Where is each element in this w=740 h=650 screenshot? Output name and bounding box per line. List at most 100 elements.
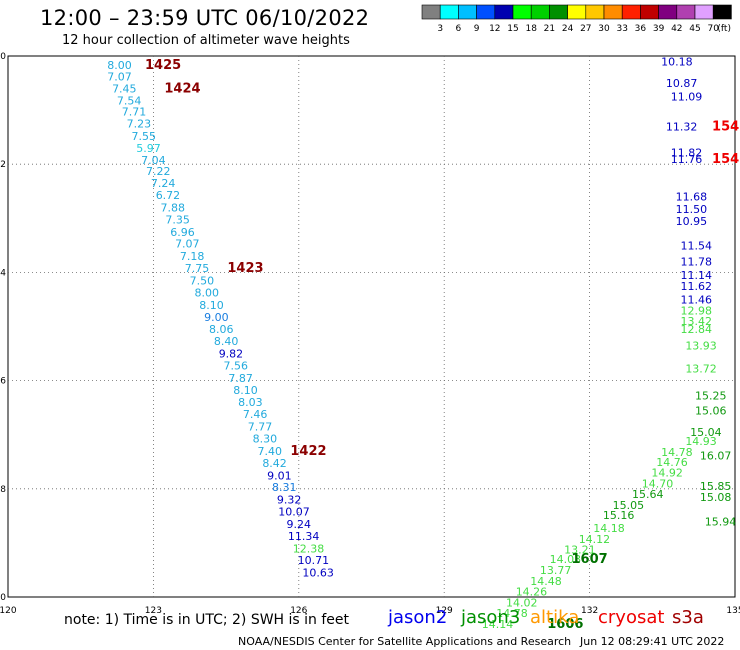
wave-height-point: 14.02 xyxy=(506,596,538,609)
x-tick-label: 135 xyxy=(726,606,740,616)
wave-height-point: 11.68 xyxy=(676,191,708,204)
wave-height-point: 13.21 xyxy=(564,543,596,556)
wave-height-point: 13.42 xyxy=(680,315,712,328)
x-tick-label: 132 xyxy=(581,606,598,616)
wave-height-point: 7.24 xyxy=(151,177,176,190)
wave-height-point: 15.06 xyxy=(695,404,727,417)
wave-height-point: 14.18 xyxy=(593,522,625,535)
legend-cryosat: cryosat xyxy=(598,607,665,628)
wave-height-point: 10.87 xyxy=(666,77,698,90)
y-tick-label: -44 xyxy=(0,268,6,278)
wave-height-point: 12.38 xyxy=(293,542,325,555)
wave-height-point: 14.26 xyxy=(516,586,548,599)
wave-height-point: 11.32 xyxy=(666,120,698,133)
wave-height-point: 11.14 xyxy=(680,269,712,282)
plot-frame xyxy=(7,55,736,598)
wave-height-point: 6.96 xyxy=(170,226,195,239)
wave-height-point: 8.10 xyxy=(233,384,258,397)
legend-tick: 42 xyxy=(671,24,682,34)
x-tick-label: 120 xyxy=(0,606,17,616)
wave-height-point: 8.00 xyxy=(194,286,219,299)
legend-unit: (ft) xyxy=(717,24,731,34)
wave-height-point: 7.40 xyxy=(257,445,282,458)
wave-height-point: 8.10 xyxy=(199,299,224,312)
x-tick-label: 129 xyxy=(436,606,453,616)
wave-height-point: 15.05 xyxy=(613,499,645,512)
wave-height-point: 13.72 xyxy=(685,363,717,376)
time-label: 1606 xyxy=(547,617,583,632)
wave-height-point: 11.62 xyxy=(680,280,712,293)
legend-tick: 27 xyxy=(580,24,591,34)
time-label: 1423 xyxy=(227,261,263,276)
time-label: 1607 xyxy=(572,552,608,567)
wave-height-point: 15.64 xyxy=(632,488,664,501)
y-tick-label: -50 xyxy=(0,593,6,603)
wave-height-point: 7.07 xyxy=(107,71,132,84)
wave-height-point: 8.03 xyxy=(238,396,263,409)
wave-height-point: 7.04 xyxy=(141,154,166,167)
y-tick-label: -40 xyxy=(0,52,6,62)
wave-height-point: 8.40 xyxy=(214,335,239,348)
legend-tick: 18 xyxy=(525,24,537,34)
wave-height-point: 13.93 xyxy=(685,339,717,352)
wave-height-point: 15.04 xyxy=(690,426,722,439)
wave-height-point: 8.42 xyxy=(262,457,287,470)
wave-height-point: 9.82 xyxy=(219,348,244,361)
wave-height-point: 7.77 xyxy=(248,421,273,434)
wave-height-point: 7.50 xyxy=(190,275,215,288)
wave-height-point: 9.24 xyxy=(287,518,312,531)
wave-height-point: 14.03 xyxy=(550,553,582,566)
wave-height-point: 14.76 xyxy=(656,456,688,469)
wave-height-point: 5.97 xyxy=(136,142,161,155)
y-tick-label: -42 xyxy=(0,160,6,170)
wave-height-point: 15.25 xyxy=(695,390,727,403)
wave-height-point: 9.00 xyxy=(204,311,229,324)
wave-height-point: 10.95 xyxy=(676,215,708,228)
generated-timestamp: Jun 12 08:29:41 UTC 2022 xyxy=(580,635,725,648)
wave-height-point: 7.23 xyxy=(127,118,152,131)
wave-height-point: 11.50 xyxy=(676,203,708,216)
wave-height-point: 7.22 xyxy=(146,165,171,178)
wave-height-point: 11.34 xyxy=(288,530,320,543)
wave-height-point: 10.07 xyxy=(278,506,310,519)
wave-height-point: 7.35 xyxy=(165,213,190,226)
legend-tick: 12 xyxy=(489,24,500,34)
wave-height-point: 15.16 xyxy=(603,509,635,522)
wave-height-point: 7.18 xyxy=(180,250,205,263)
footnote: note: 1) Time is in UTC; 2) SWH is in fe… xyxy=(64,612,350,628)
wave-height-point: 8.31 xyxy=(272,481,297,494)
legend-altika: altika xyxy=(530,607,580,628)
wave-height-point: 9.32 xyxy=(277,494,302,507)
legend-tick: 21 xyxy=(544,24,555,34)
legend-tick: 39 xyxy=(653,24,665,34)
wave-height-point: 11.82 xyxy=(671,146,703,159)
wave-height-point: 11.76 xyxy=(671,153,703,166)
wave-height-point: 15.85 xyxy=(700,480,732,493)
wave-height-point: 12.98 xyxy=(680,304,712,317)
wave-height-point: 14.14 xyxy=(482,618,514,631)
page-subtitle: 12 hour collection of altimeter wave hei… xyxy=(62,33,350,48)
wave-height-point: 8.30 xyxy=(253,432,278,445)
legend-tick: 33 xyxy=(616,24,627,34)
wave-height-point: 8.06 xyxy=(209,323,234,336)
wave-height-point: 14.93 xyxy=(685,435,717,448)
legend-tick: 70 xyxy=(707,24,719,34)
wave-height-point: 7.45 xyxy=(112,82,137,95)
wave-height-point: 7.56 xyxy=(224,359,249,372)
wave-height-point: 11.09 xyxy=(671,91,703,104)
wave-height-point: 7.87 xyxy=(228,372,253,385)
wave-height-point: 14.70 xyxy=(642,477,674,490)
wave-height-point: 10.71 xyxy=(298,554,330,567)
time-label: 1545 xyxy=(712,119,740,134)
wave-height-point: 15.94 xyxy=(705,515,737,528)
wave-height-point: 7.55 xyxy=(131,130,156,143)
legend-swatch xyxy=(712,4,732,20)
legend-tick: 45 xyxy=(689,24,700,34)
time-label: 1424 xyxy=(164,81,200,96)
legend-tick: 24 xyxy=(562,24,574,34)
wave-height-point: 11.46 xyxy=(680,293,712,306)
time-label: 1422 xyxy=(290,444,326,459)
wave-height-point: 7.54 xyxy=(117,94,142,107)
legend-tick: 15 xyxy=(507,24,518,34)
wave-height-point: 13.77 xyxy=(540,564,572,577)
